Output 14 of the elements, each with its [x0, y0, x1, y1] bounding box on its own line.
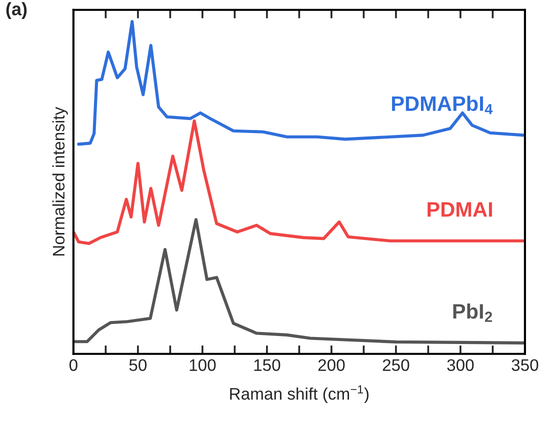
y-axis-title: Normalized intensity	[52, 106, 68, 256]
x-axis-title: Raman shift (cm$^{−1}$)	[230, 385, 369, 404]
x-tick-label: 50	[129, 359, 147, 371]
x-tick-label: 200	[318, 359, 345, 371]
series-label: PDMAPbI$_{4}$	[392, 96, 493, 114]
chart-title: (a)	[6, 2, 27, 19]
x-tick-label: 0	[69, 359, 78, 371]
x-tick-label: 300	[447, 359, 474, 371]
x-tick-label: 250	[382, 359, 410, 371]
x-tick-label: 350	[512, 359, 538, 371]
series-label: PbI$_{2}$	[453, 303, 492, 322]
series-label: PDMAI	[428, 202, 492, 217]
x-tick-label: 100	[190, 359, 216, 371]
x-tick-label: 150	[254, 359, 280, 371]
